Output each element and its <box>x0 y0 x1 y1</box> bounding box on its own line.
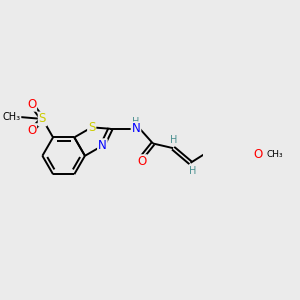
Text: O: O <box>27 124 36 137</box>
Text: H: H <box>189 166 196 176</box>
Text: O: O <box>27 98 36 111</box>
Text: O: O <box>137 155 147 168</box>
Text: N: N <box>132 122 140 135</box>
Text: H: H <box>132 117 140 127</box>
Text: N: N <box>98 139 107 152</box>
Text: S: S <box>39 112 46 125</box>
Text: CH₃: CH₃ <box>2 112 20 122</box>
Text: H: H <box>170 135 178 146</box>
Text: O: O <box>254 148 263 161</box>
Text: S: S <box>88 121 95 134</box>
Text: CH₃: CH₃ <box>266 150 283 159</box>
